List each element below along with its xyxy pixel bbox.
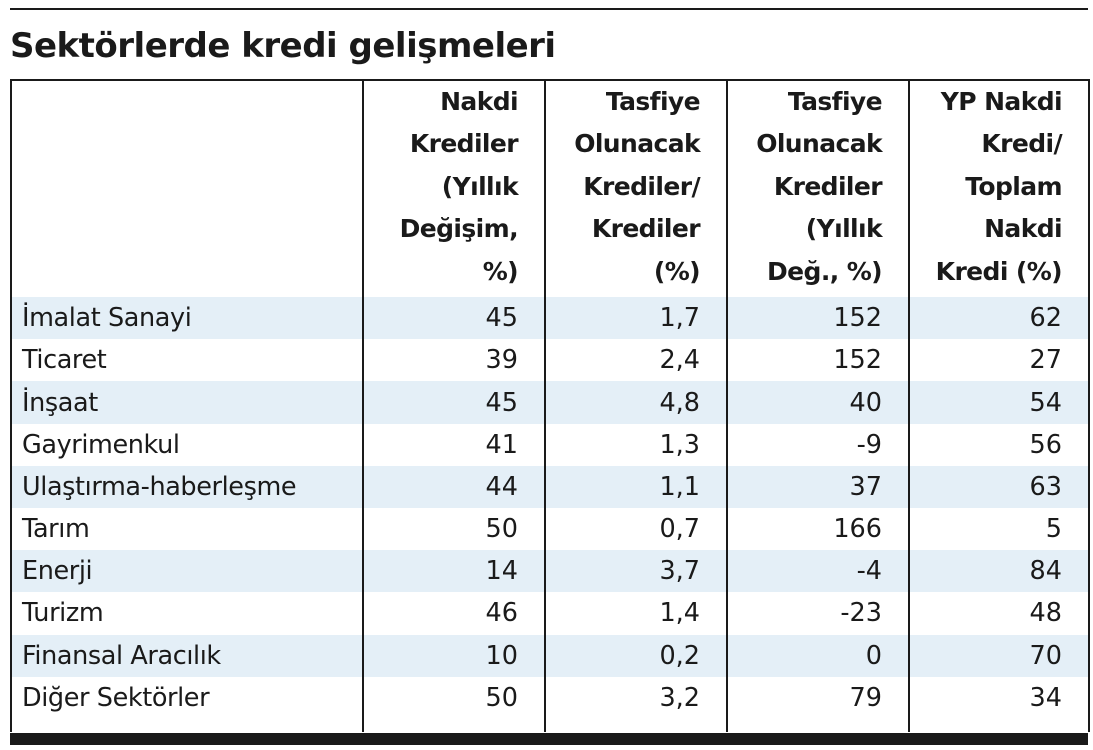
- header-line: Krediler: [409, 129, 519, 159]
- header-line: Tasfiye: [605, 87, 701, 116]
- cell-value: 79: [726, 676, 909, 719]
- sector-credit-table: Nakdi Krediler (Yıllık Değişim, %) Tasfi…: [10, 78, 1090, 732]
- header-line: Kredi/: [981, 129, 1062, 159]
- sector-label: Tarım: [10, 507, 363, 551]
- header-line: Kredi (%): [935, 256, 1063, 286]
- header-line: Nakdi: [440, 87, 518, 116]
- header-yp-nakdi-kredi: YP Nakdi Kredi/ Toplam Nakdi Kredi (%): [908, 78, 1090, 298]
- table-row: İmalat Sanayi 45 1,7 152 62: [10, 297, 1090, 340]
- table-row: Turizm 46 1,4 -23 48: [10, 592, 1090, 635]
- table-row: Finansal Aracılık 10 0,2 0 70: [10, 634, 1090, 677]
- table-row: Tarım 50 0,7 166 5: [10, 507, 1090, 551]
- cell-value: 50: [362, 507, 545, 551]
- header-line: (Yıllık: [805, 214, 883, 244]
- table-row: Ulaştırma-haberleşme 44 1,1 37 63: [10, 465, 1090, 508]
- header-line: Krediler: [773, 171, 883, 201]
- cell-value: 166: [726, 507, 909, 551]
- cell-value: 0,2: [544, 634, 727, 677]
- cell-value: 54: [908, 381, 1090, 424]
- header-line: Toplam: [965, 171, 1062, 201]
- cell-value: 84: [908, 550, 1090, 593]
- sector-label: Ulaştırma-haberleşme: [10, 465, 363, 508]
- top-rule: [10, 8, 1088, 10]
- header-row: Nakdi Krediler (Yıllık Değişim, %) Tasfi…: [10, 78, 1090, 298]
- header-line: Krediler/: [583, 171, 700, 201]
- cell-value: 27: [908, 339, 1090, 382]
- sector-label: Enerji: [10, 550, 363, 593]
- header-line: (%): [653, 256, 701, 286]
- sector-label: İnşaat: [10, 381, 363, 424]
- table-row: Diğer Sektörler 50 3,2 79 34: [10, 676, 1090, 719]
- table-row: İnşaat 45 4,8 40 54: [10, 381, 1090, 424]
- cell-value: 152: [726, 297, 909, 340]
- cell-value: -4: [726, 550, 909, 593]
- sector-label: Ticaret: [10, 339, 363, 382]
- cell-value: 10: [362, 634, 545, 677]
- header-line: Nakdi: [984, 214, 1062, 244]
- sector-label: Diğer Sektörler: [10, 676, 363, 719]
- cell-value: 0,7: [544, 507, 727, 551]
- cell-value: 4,8: [544, 381, 727, 424]
- cell-value: 1,7: [544, 297, 727, 340]
- cell-value: 37: [726, 465, 909, 508]
- cell-value: 56: [908, 423, 1090, 466]
- header-tasfiye-degisim: Tasfiye Olunacak Krediler (Yıllık Değ., …: [726, 78, 909, 298]
- spacer-cell: [362, 718, 545, 732]
- credit-table-wrapper: Nakdi Krediler (Yıllık Değişim, %) Tasfi…: [10, 78, 1090, 732]
- header-line: Değişim,: [399, 214, 519, 244]
- spacer-cell: [726, 718, 909, 732]
- header-line: %): [482, 256, 519, 286]
- cell-value: 45: [362, 381, 545, 424]
- cell-value: 70: [908, 634, 1090, 677]
- header-nakdi-krediler: Nakdi Krediler (Yıllık Değişim, %): [362, 78, 545, 298]
- cell-value: 5: [908, 507, 1090, 551]
- cell-value: 48: [908, 592, 1090, 635]
- header-line: Krediler: [591, 214, 701, 244]
- cell-value: 40: [726, 381, 909, 424]
- cell-value: 0: [726, 634, 909, 677]
- header-line: YP Nakdi: [940, 87, 1063, 116]
- cell-value: 62: [908, 297, 1090, 340]
- cell-value: 1,4: [544, 592, 727, 635]
- cell-value: 39: [362, 339, 545, 382]
- cell-value: -9: [726, 423, 909, 466]
- cell-value: 3,2: [544, 676, 727, 719]
- table-row: Ticaret 39 2,4 152 27: [10, 339, 1090, 382]
- spacer-cell: [908, 718, 1090, 732]
- cell-value: 34: [908, 676, 1090, 719]
- table-title: Sektörlerde kredi gelişmeleri: [10, 26, 556, 66]
- cell-value: 44: [362, 465, 545, 508]
- cell-value: 41: [362, 423, 545, 466]
- header-line: Değ., %): [767, 256, 883, 286]
- header-tasfiye-oran: Tasfiye Olunacak Krediler/ Krediler (%): [544, 78, 727, 298]
- table-bottom-spacer: [10, 718, 1090, 732]
- cell-value: 3,7: [544, 550, 727, 593]
- bottom-rule: [10, 733, 1088, 745]
- sector-label: İmalat Sanayi: [10, 297, 363, 340]
- sector-label: Finansal Aracılık: [10, 634, 363, 677]
- cell-value: 152: [726, 339, 909, 382]
- cell-value: 63: [908, 465, 1090, 508]
- header-sector: [10, 78, 363, 298]
- cell-value: -23: [726, 592, 909, 635]
- spacer-cell: [544, 718, 727, 732]
- header-line: Tasfiye: [787, 87, 883, 116]
- cell-value: 1,1: [544, 465, 727, 508]
- cell-value: 45: [362, 297, 545, 340]
- cell-value: 46: [362, 592, 545, 635]
- cell-value: 2,4: [544, 339, 727, 382]
- header-line: (Yıllık: [441, 171, 519, 201]
- cell-value: 14: [362, 550, 545, 593]
- table-row: Enerji 14 3,7 -4 84: [10, 550, 1090, 593]
- cell-value: 50: [362, 676, 545, 719]
- sector-label: Turizm: [10, 592, 363, 635]
- cell-value: 1,3: [544, 423, 727, 466]
- table-row: Gayrimenkul 41 1,3 -9 56: [10, 423, 1090, 466]
- header-line: Olunacak: [574, 129, 700, 159]
- header-line: Olunacak: [756, 129, 882, 159]
- spacer-cell: [10, 718, 363, 732]
- sector-label: Gayrimenkul: [10, 423, 363, 466]
